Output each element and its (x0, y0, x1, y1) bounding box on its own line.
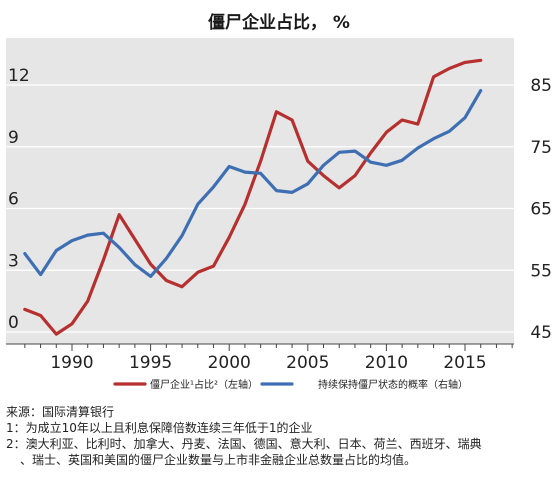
x-axis-tick-label: 1995 (129, 353, 172, 373)
footnote-2: 2：澳大利亚、比利时、加拿大、丹麦、法国、德国、意大利、日本、荷兰、西班牙、瑞典 (6, 437, 482, 451)
left-axis-tick-label: 0 (8, 313, 19, 333)
right-axis-tick-label: 85 (530, 76, 552, 96)
chart-notes: 来源：国际清算银行 1：为成立10年以上且利息保障倍数连续三年低于1的企业 2：… (6, 404, 554, 468)
series-line-left-axis (23, 58, 483, 336)
plot-background (6, 38, 514, 344)
legend-label: 僵尸企业¹占比²（左轴） (150, 378, 258, 391)
footnote-1: 1：为成立10年以上且利息保障倍数连续三年低于1的企业 (6, 421, 313, 435)
footnote-2-continued: 、瑞士、英国和美国的僵尸企业数量与上市非金融企业总数量占比的均值。 (20, 453, 417, 467)
series-line-right-axis (23, 88, 483, 278)
right-axis-tick-label: 45 (530, 323, 552, 343)
x-axis-tick-label: 2000 (208, 353, 251, 373)
source-note: 来源：国际清算银行 (6, 405, 115, 419)
line-chart: 0 3 6 9 12 45 55 65 75 85 1990 1995 2000 2005 2010 2015… (6, 38, 552, 391)
right-axis-tick-label: 65 (530, 200, 552, 220)
x-axis-tick-label: 1990 (50, 353, 93, 373)
left-axis-tick-label: 6 (8, 190, 19, 210)
x-axis-tick-label: 2015 (443, 353, 486, 373)
right-axis-tick-label: 75 (530, 138, 552, 158)
right-axis-tick-label: 55 (530, 261, 552, 281)
chart-title: 僵尸企业占比， % (208, 13, 350, 33)
x-axis-tick-label: 2005 (286, 353, 329, 373)
left-axis-tick-label: 3 (8, 251, 19, 271)
left-axis-tick-label: 12 (8, 66, 30, 86)
x-axis-tick-label: 2010 (365, 353, 408, 373)
legend-label: 持续保持僵尸状态的概率（右轴） (318, 378, 468, 391)
left-axis-tick-label: 9 (8, 128, 19, 148)
